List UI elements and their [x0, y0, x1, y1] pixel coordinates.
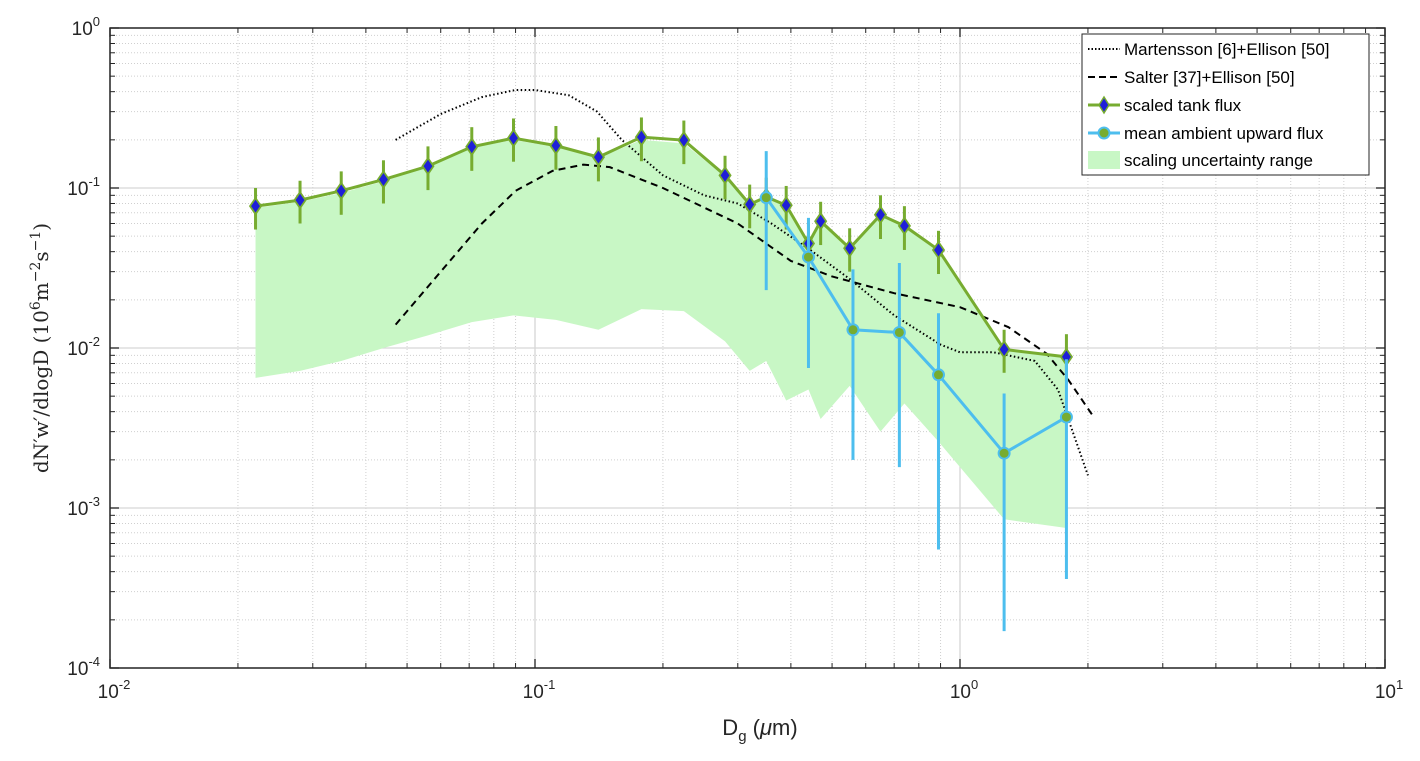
tank-flux-point: [677, 130, 691, 150]
tank-flux-point: [897, 216, 912, 236]
tank-flux-point: [465, 137, 479, 157]
tank-flux-point: [931, 240, 946, 260]
y-tick-label: 10-4: [67, 654, 100, 680]
x-tick-label: 100: [950, 677, 978, 703]
legend-label-tank: scaled tank flux: [1124, 96, 1242, 115]
tank-flux-point: [293, 190, 307, 210]
tank-flux-point: [997, 339, 1011, 359]
x-axis-label: Dg (μm): [722, 715, 797, 745]
legend-label-martensson: Martensson [6]+Ellison [50]: [1124, 40, 1330, 59]
y-tick-label: 10-1: [67, 174, 100, 200]
legend-label-salter: Salter [37]+Ellison [50]: [1124, 68, 1295, 87]
ambient-flux-point: [997, 446, 1011, 460]
legend-swatch-ambient-marker: [1097, 126, 1111, 140]
ambient-flux-point: [1059, 410, 1073, 424]
tank-flux-point: [334, 181, 348, 201]
martensson-line: [395, 88, 1089, 476]
uncertainty-band: [255, 139, 1067, 528]
x-tick-label: 10-1: [523, 677, 556, 703]
tank-flux-point: [634, 127, 649, 147]
tank-flux-point: [779, 195, 793, 215]
tank-flux-point: [376, 169, 391, 190]
tank-flux-point: [814, 211, 828, 231]
model-lines-layer: [394, 88, 1094, 476]
legend-box: [1081, 33, 1370, 176]
legend: Martensson [6]+Ellison [50] Salter [37]+…: [1081, 33, 1370, 176]
tank-flux-point: [873, 205, 888, 225]
legend-label-ambient: mean ambient upward flux: [1124, 124, 1324, 143]
y-tick-label: 10-2: [67, 334, 100, 360]
tank-flux-point: [743, 194, 757, 214]
y-axis-label: dN′w′/dlogD (106m−2s−1): [28, 223, 53, 473]
tick-labels: 10-2 10-1 100 101 10-4 10-3 10-2 10-1 100: [67, 14, 1403, 703]
y-tick-label: 100: [72, 14, 100, 40]
ambient-flux-point: [846, 323, 860, 337]
ambient-flux-point: [892, 325, 906, 339]
tank-flux-point: [843, 238, 857, 258]
tank-flux-point: [718, 165, 732, 185]
tank-flux-point: [248, 196, 263, 216]
ambient-flux-point: [931, 368, 945, 382]
legend-swatch-tank-marker: [1098, 95, 1110, 115]
x-tick-label: 101: [1375, 677, 1403, 703]
ambient-flux-point: [759, 191, 773, 205]
tank-flux-point: [421, 156, 435, 176]
tank-flux-point: [549, 136, 563, 156]
uncertainty-band-layer: [255, 139, 1067, 528]
y-tick-label: 10-3: [67, 494, 100, 520]
ambient-flux-layer: [759, 151, 1073, 632]
ambient-flux-point: [801, 250, 815, 264]
tank-flux-point: [591, 147, 606, 167]
legend-label-band: scaling uncertainty range: [1124, 151, 1313, 170]
legend-swatch-band: [1088, 151, 1120, 169]
tank-flux-point: [506, 128, 521, 148]
axes-frame: [109, 27, 1386, 669]
x-tick-label: 10-2: [98, 677, 131, 703]
